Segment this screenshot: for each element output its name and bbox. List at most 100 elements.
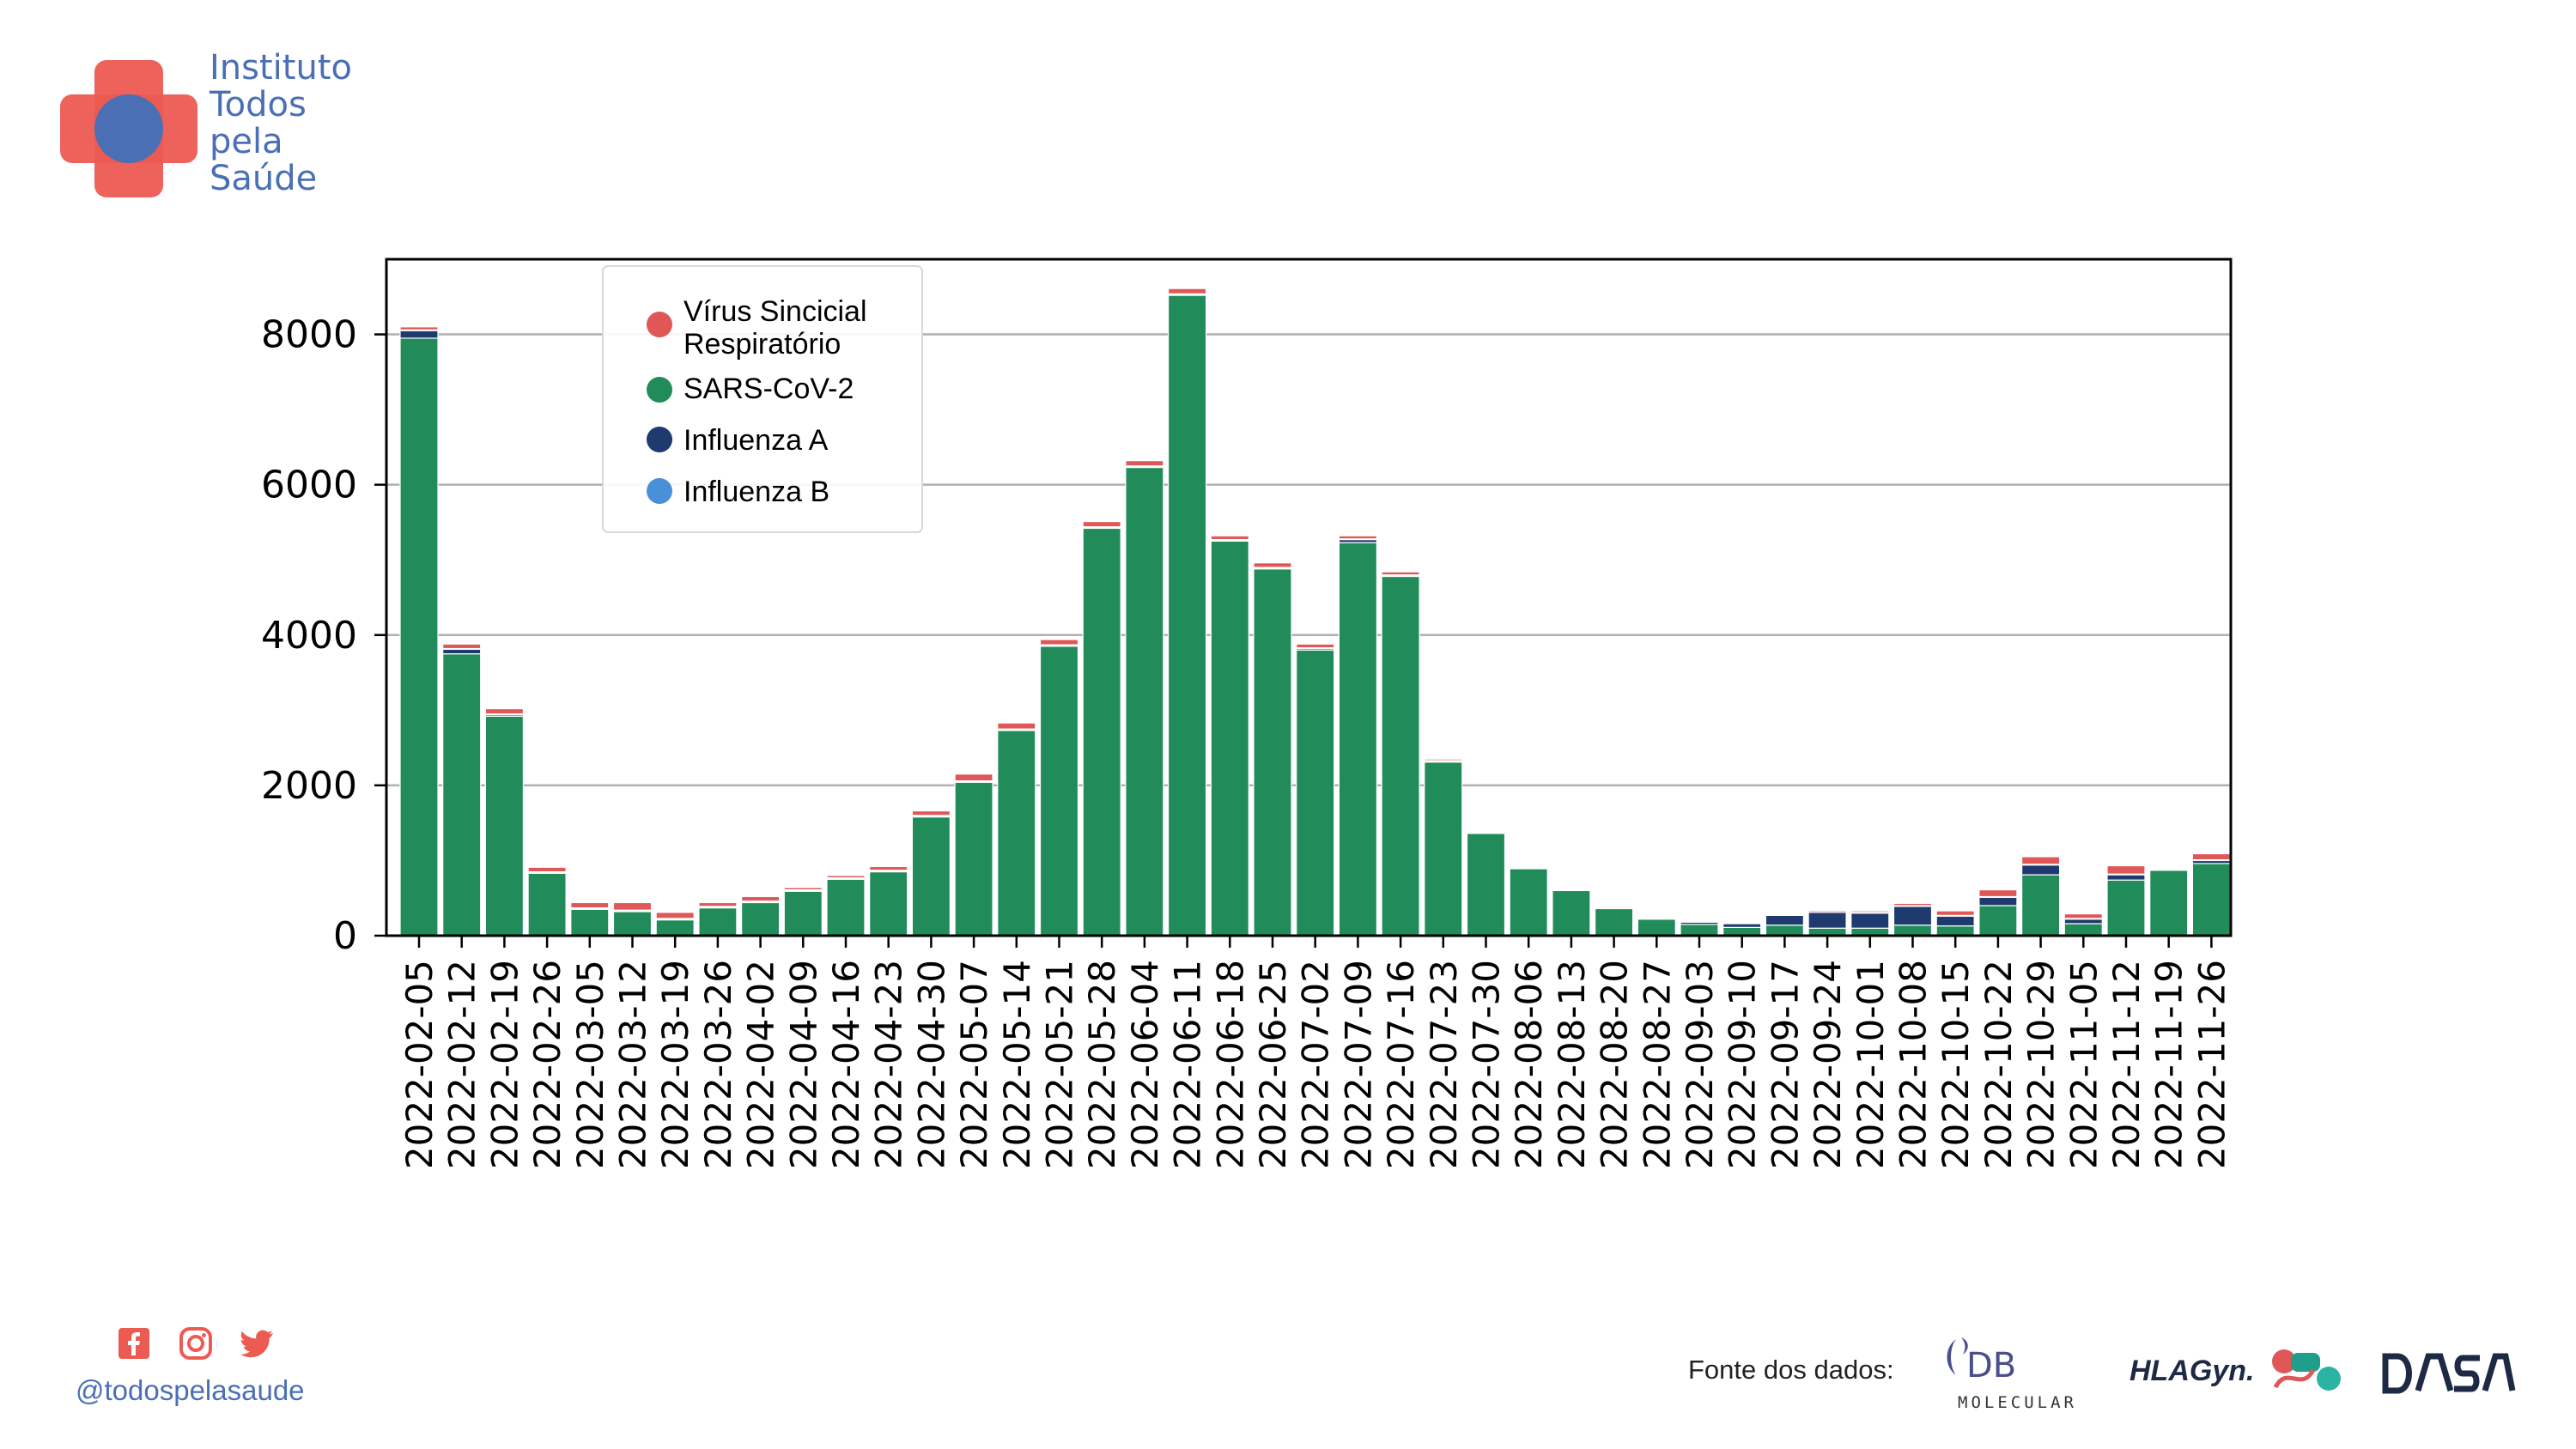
- bar-segment-sars-cov-2: [1978, 905, 2018, 937]
- y-tick-label: 4000: [261, 614, 357, 658]
- twitter-icon[interactable]: [240, 1326, 275, 1361]
- legend-marker: [647, 377, 672, 403]
- bar-segment-v-rus-sincicial-respirat-rio: [1125, 460, 1164, 467]
- x-tick-label: 2022-08-13: [1551, 960, 1593, 1169]
- bar-segment-sars-cov-2: [1680, 924, 1719, 937]
- bar-segment-v-rus-sincicial-respirat-rio: [1167, 288, 1207, 294]
- x-tick-label: 2022-05-28: [1081, 960, 1123, 1169]
- x-tick-label: 2022-05-14: [996, 960, 1038, 1169]
- legend-box: [602, 265, 923, 533]
- bar-segment-v-rus-sincicial-respirat-rio: [911, 810, 951, 816]
- x-tick-label: 2022-09-10: [1722, 960, 1764, 1169]
- bar-segment-sars-cov-2: [1637, 919, 1676, 937]
- bar-segment-v-rus-sincicial-respirat-rio: [1594, 907, 1634, 910]
- db-molecular-logo: DB MOLECULAR: [1947, 1337, 2074, 1412]
- bar-segment-v-rus-sincicial-respirat-rio: [826, 875, 866, 879]
- x-tick-label: 2022-07-09: [1337, 960, 1379, 1169]
- x-tick-label: 2022-05-07: [953, 960, 995, 1169]
- bar-segment-v-rus-sincicial-respirat-rio: [570, 901, 610, 909]
- bar-segment-sars-cov-2: [1381, 575, 1420, 937]
- org-name-line: Instituto: [210, 48, 352, 88]
- bar-segment-v-rus-sincicial-respirat-rio: [442, 643, 482, 650]
- bar-segment-sars-cov-2: [997, 730, 1036, 937]
- facebook-icon[interactable]: [117, 1326, 151, 1361]
- bar-segment-sars-cov-2: [1594, 907, 1634, 937]
- bar-segment-sars-cov-2: [2149, 870, 2189, 937]
- bar-segment-v-rus-sincicial-respirat-rio: [869, 865, 908, 871]
- svg-text:DB: DB: [1966, 1346, 2016, 1385]
- bar-segment-sars-cov-2: [869, 870, 908, 937]
- bar-segment-sars-cov-2: [1253, 568, 1292, 937]
- bar-segment-influenza-a: [2063, 919, 2103, 925]
- bar-segment-v-rus-sincicial-respirat-rio: [1466, 831, 1506, 834]
- bar-segment-v-rus-sincicial-respirat-rio: [1253, 562, 1292, 568]
- bar-segment-influenza-a: [1935, 915, 1975, 927]
- bar-segment-v-rus-sincicial-respirat-rio: [954, 773, 993, 782]
- x-tick-label: 2022-02-12: [441, 960, 483, 1169]
- x-tick-label: 2022-10-29: [2020, 960, 2063, 1169]
- bar-segment-influenza-a: [1722, 923, 1762, 928]
- bar-segment-sars-cov-2: [1296, 649, 1335, 937]
- y-tick-label: 0: [333, 914, 357, 958]
- x-tick-label: 2022-06-11: [1167, 960, 1209, 1169]
- bar-segment-sars-cov-2: [783, 890, 823, 937]
- bar-segment-sars-cov-2: [740, 901, 781, 937]
- x-tick-label: 2022-10-15: [1935, 960, 1977, 1169]
- instagram-icon[interactable]: [179, 1326, 213, 1361]
- bar-segment-v-rus-sincicial-respirat-rio: [1082, 520, 1121, 528]
- x-tick-label: 2022-11-19: [2148, 960, 2190, 1169]
- bar-segment-sars-cov-2: [1552, 889, 1591, 937]
- bar-segment-v-rus-sincicial-respirat-rio: [1722, 922, 1762, 925]
- bar-segment-v-rus-sincicial-respirat-rio: [1807, 910, 1847, 913]
- x-tick-label: 2022-09-03: [1679, 960, 1721, 1169]
- x-tick-label: 2022-06-25: [1252, 960, 1294, 1169]
- x-tick-label: 2022-11-26: [2190, 960, 2233, 1169]
- bar-segment-sars-cov-2: [826, 878, 866, 937]
- x-tick-label: 2022-03-26: [697, 960, 739, 1169]
- bar-segment-influenza-a: [442, 648, 482, 655]
- x-tick-label: 2022-06-18: [1209, 960, 1251, 1169]
- x-tick-label: 2022-04-30: [910, 960, 952, 1169]
- bar-segment-influenza-a: [1807, 912, 1847, 929]
- bar-segment-v-rus-sincicial-respirat-rio: [1935, 910, 1975, 916]
- bar-segment-v-rus-sincicial-respirat-rio: [1978, 888, 2018, 898]
- bar-segment-v-rus-sincicial-respirat-rio: [527, 866, 567, 873]
- legend-label: Influenza A: [683, 424, 829, 457]
- bar-segment-sars-cov-2: [1765, 925, 1804, 937]
- x-tick-label: 2022-03-19: [654, 960, 696, 1169]
- bar-segment-v-rus-sincicial-respirat-rio: [2021, 856, 2061, 865]
- bar-segment-v-rus-sincicial-respirat-rio: [1039, 639, 1079, 646]
- x-tick-label: 2022-08-06: [1508, 960, 1550, 1169]
- x-tick-label: 2022-07-02: [1295, 960, 1337, 1169]
- bar-segment-sars-cov-2: [1338, 542, 1378, 937]
- bar-segment-sars-cov-2: [1509, 868, 1548, 937]
- dasa-logo: [2382, 1353, 2516, 1394]
- bar-segment-sars-cov-2: [911, 816, 951, 937]
- bar-segment-v-rus-sincicial-respirat-rio: [655, 912, 695, 919]
- x-tick-label: 2022-07-16: [1380, 960, 1422, 1169]
- bar-segment-sars-cov-2: [570, 908, 610, 937]
- legend-label: SARS-CoV-2: [683, 373, 854, 405]
- bars-group: [399, 288, 2231, 937]
- hlagyn-logo: HLAGyn.: [2129, 1349, 2341, 1391]
- bar-segment-v-rus-sincicial-respirat-rio: [399, 326, 439, 330]
- legend-marker: [647, 427, 672, 452]
- x-tick-label: 2022-11-05: [2063, 960, 2105, 1169]
- bar-segment-sars-cov-2: [1082, 527, 1121, 937]
- bar-segment-sars-cov-2: [527, 872, 567, 937]
- data-source-label: Fonte dos dados:: [1688, 1355, 1894, 1385]
- bar-segment-influenza-a: [399, 330, 439, 339]
- bar-segment-sars-cov-2: [442, 653, 482, 937]
- bar-segment-sars-cov-2: [954, 781, 993, 937]
- legend-label: Respiratório: [683, 328, 841, 361]
- x-tick-label: 2022-02-19: [483, 960, 526, 1169]
- social-handle[interactable]: @todospelasaude: [76, 1374, 305, 1406]
- bar-segment-sars-cov-2: [484, 715, 525, 937]
- bar-segment-sars-cov-2: [1039, 646, 1079, 937]
- plot-frame: [385, 258, 2233, 937]
- y-tick-label: 8000: [261, 313, 357, 357]
- x-tick-label: 2022-04-02: [740, 960, 782, 1169]
- bar-segment-v-rus-sincicial-respirat-rio: [2063, 913, 2103, 919]
- bar-segment-v-rus-sincicial-respirat-rio: [1893, 902, 1933, 906]
